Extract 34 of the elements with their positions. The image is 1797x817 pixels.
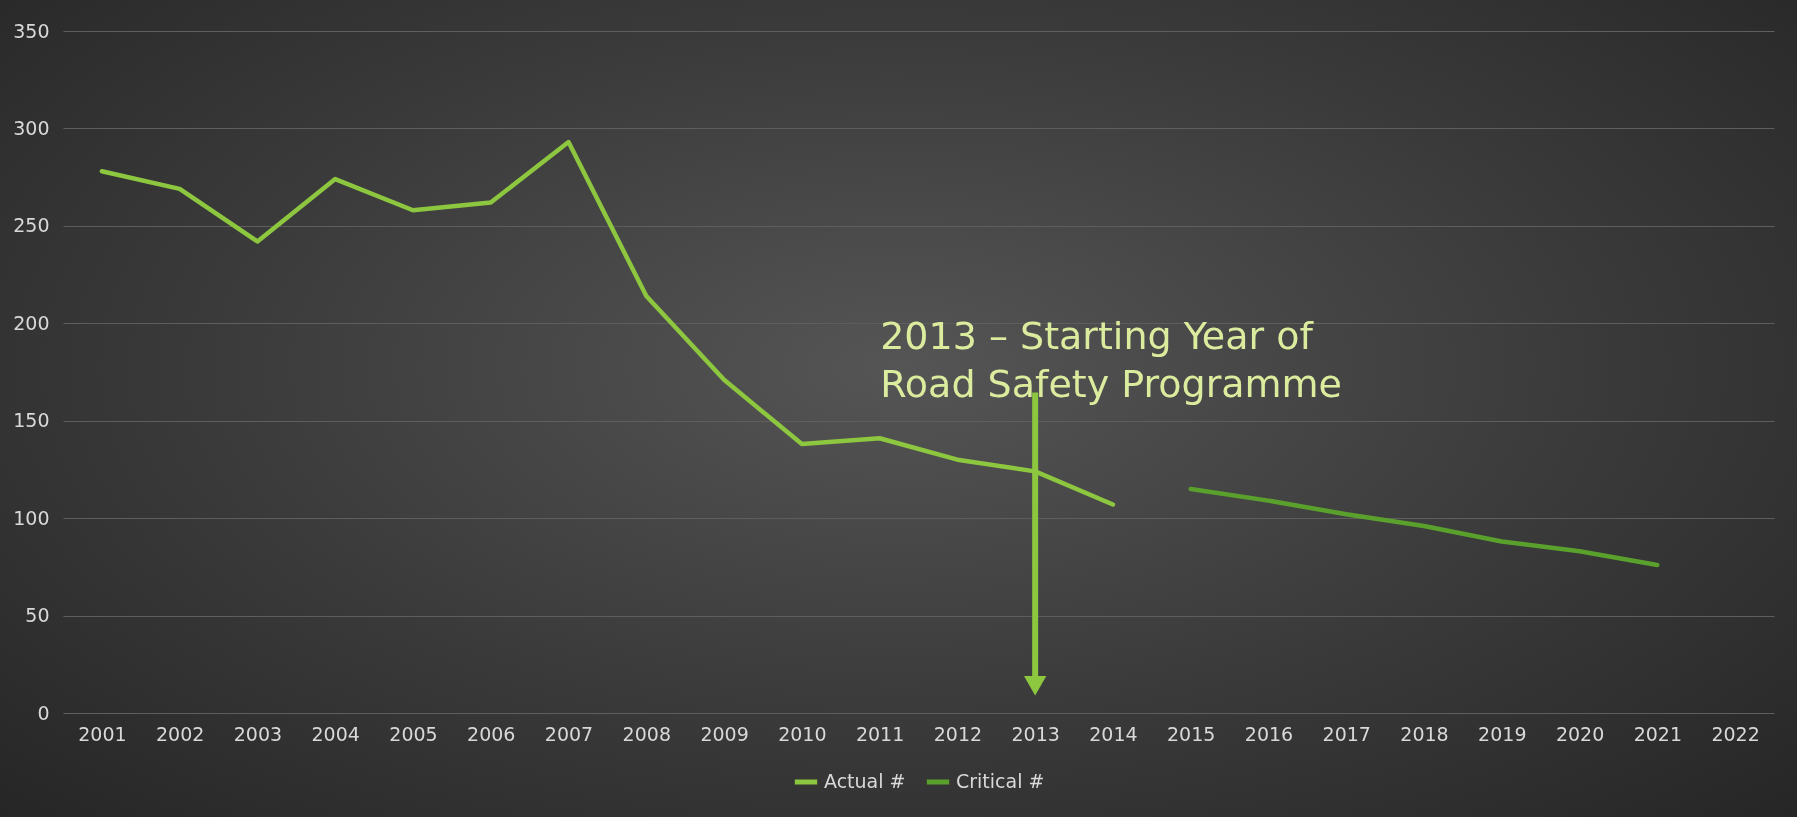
y-tick-label: 100 (13, 506, 50, 529)
x-tick-label: 2019 (1478, 722, 1527, 745)
x-tick-label: 2017 (1322, 722, 1371, 745)
y-tick-label: 350 (13, 19, 50, 42)
x-tick-label: 2012 (933, 722, 983, 745)
x-tick-label: 2007 (544, 722, 594, 745)
x-tick-label: 2002 (155, 722, 205, 745)
x-tick-label: 2014 (1089, 722, 1138, 745)
legend-label: Actual # (824, 770, 906, 792)
x-tick-label: 2020 (1555, 722, 1605, 745)
legend-label: Critical # (956, 770, 1045, 792)
x-tick-label: 2022 (1711, 722, 1760, 745)
x-tick-label: 2011 (855, 722, 905, 745)
x-tick-label: 2004 (311, 722, 360, 745)
x-tick-label: 2021 (1633, 722, 1683, 745)
y-tick-label: 200 (13, 311, 50, 334)
x-tick-label: 2003 (233, 722, 283, 745)
y-tick-label: 150 (13, 409, 50, 432)
y-tick-label: 250 (13, 214, 50, 237)
x-tick-label: 2009 (700, 722, 749, 745)
y-tick-label: 300 (13, 116, 50, 139)
x-tick-label: 2006 (467, 722, 516, 745)
y-tick-label: 0 (37, 701, 50, 724)
x-tick-label: 2001 (78, 722, 127, 745)
line-series (1188, 486, 1660, 568)
x-tick-label: 2015 (1167, 722, 1216, 745)
x-tick-label: 2013 (1011, 722, 1060, 745)
x-tick-label: 2016 (1244, 722, 1294, 745)
x-tick-label: 2005 (389, 722, 438, 745)
x-tick-label: 2018 (1400, 722, 1449, 745)
x-tick-label: 2010 (778, 722, 827, 745)
ref-line-label: 2013 – Starting Year of Road Safety Programme (880, 314, 1342, 407)
x-tick-label: 2008 (622, 722, 671, 745)
y-tick-label: 50 (25, 604, 50, 627)
